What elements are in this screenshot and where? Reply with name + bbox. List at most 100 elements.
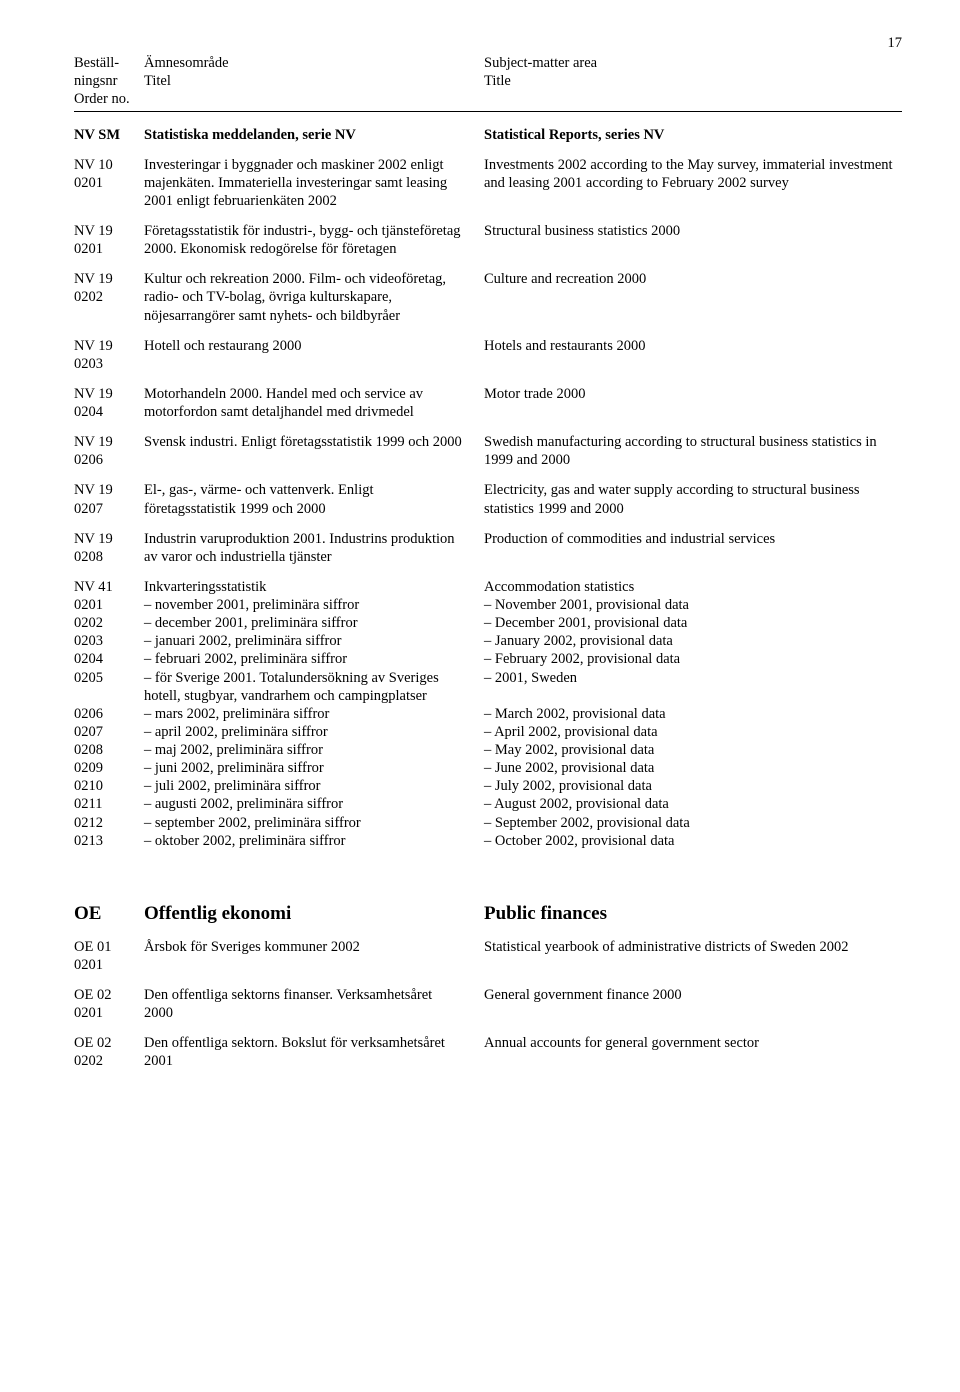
order-code: 0203 (74, 632, 144, 650)
title-sv: Årsbok för Sveriges kommuner 2002 (144, 938, 484, 974)
order-code: NV 19 0206 (74, 433, 144, 469)
table-row: 0201– november 2001, preliminära siffror… (74, 596, 902, 614)
hdr-order-2: ningsnr (74, 72, 144, 90)
title-sv: – juni 2002, preliminära siffror (144, 759, 484, 777)
order-code: 0207 (74, 723, 144, 741)
table-header: Beställ- ningsnr Order no. Ämnesområde T… (74, 54, 902, 108)
order-code: 0206 (74, 705, 144, 723)
title-en: – September 2002, provisional data (484, 814, 902, 832)
title-sv: Industrin varuproduktion 2001. Industrin… (144, 530, 484, 566)
title-sv: Inkvarteringsstatistik (144, 578, 484, 596)
hdr-order-3: Order no. (74, 90, 144, 108)
table-row: 0212– september 2002, preliminära siffro… (74, 814, 902, 832)
title-sv: – november 2001, preliminära siffror (144, 596, 484, 614)
order-code: 0202 (74, 614, 144, 632)
title-en: Motor trade 2000 (484, 385, 902, 421)
title-sv: – februari 2002, preliminära siffror (144, 650, 484, 668)
title-sv: – september 2002, preliminära siffror (144, 814, 484, 832)
order-code: 0204 (74, 650, 144, 668)
order-code: 0201 (74, 596, 144, 614)
hdr-subject-sv-1: Ämnesområde (144, 54, 464, 72)
table-row: NV 10 0201Investeringar i byggnader och … (74, 156, 902, 210)
title-sv: Svensk industri. Enligt företagsstatisti… (144, 433, 484, 469)
hdr-subject-en-2: Title (484, 72, 902, 90)
title-en: General government finance 2000 (484, 986, 902, 1022)
order-code: NV 19 0201 (74, 222, 144, 258)
title-en: Investments 2002 according to the May su… (484, 156, 902, 210)
table-row: 0202– december 2001, preliminära siffror… (74, 614, 902, 632)
order-code: NV 19 0204 (74, 385, 144, 421)
hdr-subject-en-1: Subject-matter area (484, 54, 902, 72)
header-rule (74, 111, 902, 112)
page-number: 17 (74, 34, 902, 52)
title-sv: – maj 2002, preliminära siffror (144, 741, 484, 759)
table-row: 0210– juli 2002, preliminära siffror– Ju… (74, 777, 902, 795)
table-row: NV 19 0204Motorhandeln 2000. Handel med … (74, 385, 902, 421)
title-en: – April 2002, provisional data (484, 723, 902, 741)
title-en: – January 2002, provisional data (484, 632, 902, 650)
order-code: OE 01 0201 (74, 938, 144, 974)
title-sv: – december 2001, preliminära siffror (144, 614, 484, 632)
order-code: 0208 (74, 741, 144, 759)
title-sv: Hotell och restaurang 2000 (144, 337, 484, 373)
table-row: 0211– augusti 2002, preliminära siffror–… (74, 795, 902, 813)
title-en: Structural business statistics 2000 (484, 222, 902, 258)
section-title-en: Public finances (484, 902, 902, 926)
title-en: – December 2001, provisional data (484, 614, 902, 632)
order-code: NV SM (74, 126, 144, 144)
order-code: NV 19 0208 (74, 530, 144, 566)
table-row: 0203– januari 2002, preliminära siffror–… (74, 632, 902, 650)
title-en: Statistical Reports, series NV (484, 126, 902, 144)
title-sv: Kultur och rekreation 2000. Film- och vi… (144, 270, 484, 324)
title-en: – June 2002, provisional data (484, 759, 902, 777)
order-code: 0210 (74, 777, 144, 795)
order-code: NV 19 0202 (74, 270, 144, 324)
table-row: NV 19 0202Kultur och rekreation 2000. Fi… (74, 270, 902, 324)
nv41-block: NV 41InkvarteringsstatistikAccommodation… (74, 578, 902, 850)
order-code: 0212 (74, 814, 144, 832)
table-row: NV SMStatistiska meddelanden, serie NVSt… (74, 126, 902, 144)
title-sv: – april 2002, preliminära siffror (144, 723, 484, 741)
order-code: OE 02 0202 (74, 1034, 144, 1070)
title-en: – July 2002, provisional data (484, 777, 902, 795)
order-code: 0213 (74, 832, 144, 850)
table-row: NV 19 0207El-, gas-, värme- och vattenve… (74, 481, 902, 517)
title-en: Accommodation statistics (484, 578, 902, 596)
title-en: – August 2002, provisional data (484, 795, 902, 813)
table-row: OE 02 0202Den offentliga sektorn. Bokslu… (74, 1034, 902, 1070)
title-sv: – oktober 2002, preliminära siffror (144, 832, 484, 850)
order-code: 0211 (74, 795, 144, 813)
title-en: Hotels and restaurants 2000 (484, 337, 902, 373)
section-code: OE (74, 902, 144, 926)
title-en: Production of commodities and industrial… (484, 530, 902, 566)
table-row: 0213– oktober 2002, preliminära siffror–… (74, 832, 902, 850)
title-en: – November 2001, provisional data (484, 596, 902, 614)
title-en: Electricity, gas and water supply accord… (484, 481, 902, 517)
table-row: 0204– februari 2002, preliminära siffror… (74, 650, 902, 668)
order-code: NV 19 0207 (74, 481, 144, 517)
title-en: – May 2002, provisional data (484, 741, 902, 759)
order-code: NV 41 (74, 578, 144, 596)
table-row: 0207– april 2002, preliminära siffror– A… (74, 723, 902, 741)
title-sv: – augusti 2002, preliminära siffror (144, 795, 484, 813)
title-sv: Den offentliga sektorn. Bokslut för verk… (144, 1034, 484, 1070)
title-sv: El-, gas-, värme- och vattenverk. Enligt… (144, 481, 484, 517)
section-title-sv: Offentlig ekonomi (144, 902, 484, 926)
table-row: NV 19 0203Hotell och restaurang 2000Hote… (74, 337, 902, 373)
title-sv: Statistiska meddelanden, serie NV (144, 126, 484, 144)
title-en: – February 2002, provisional data (484, 650, 902, 668)
title-en: Statistical yearbook of administrative d… (484, 938, 902, 974)
table-row: 0208– maj 2002, preliminära siffror– May… (74, 741, 902, 759)
order-code: NV 10 0201 (74, 156, 144, 210)
table-row: 0209– juni 2002, preliminära siffror– Ju… (74, 759, 902, 777)
table-row: NV 19 0201Företagsstatistik för industri… (74, 222, 902, 258)
table-row: OE 02 0201Den offentliga sektorns finans… (74, 986, 902, 1022)
title-sv: – mars 2002, preliminära siffror (144, 705, 484, 723)
title-sv: – juli 2002, preliminära siffror (144, 777, 484, 795)
hdr-subject-sv-2: Titel (144, 72, 464, 90)
title-en: Culture and recreation 2000 (484, 270, 902, 324)
table-row: 0206– mars 2002, preliminära siffror– Ma… (74, 705, 902, 723)
order-code: OE 02 0201 (74, 986, 144, 1022)
table-row: NV 19 0206Svensk industri. Enligt företa… (74, 433, 902, 469)
title-sv: – januari 2002, preliminära siffror (144, 632, 484, 650)
